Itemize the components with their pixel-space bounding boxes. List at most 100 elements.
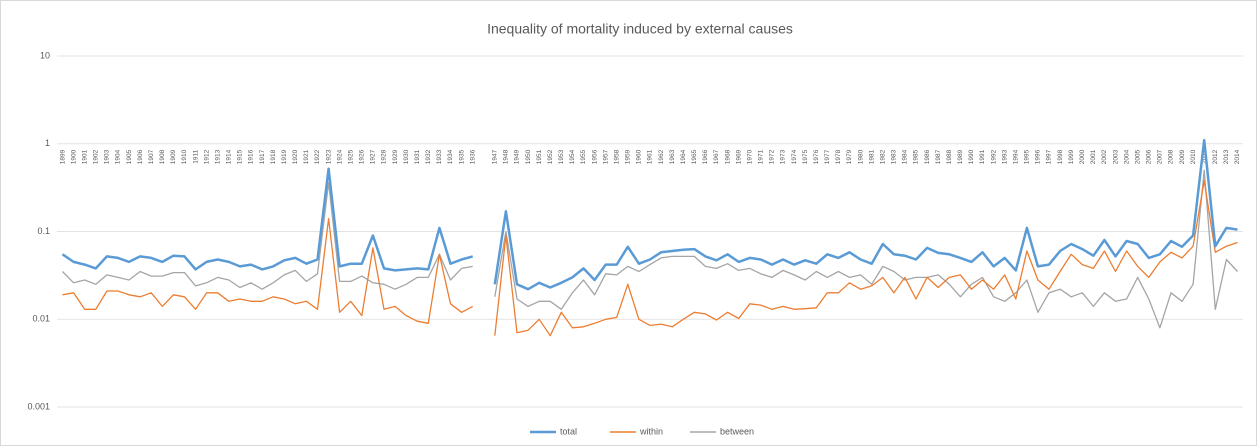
x-tick-label: 1932 bbox=[425, 149, 432, 164]
x-tick-label: 1966 bbox=[702, 149, 709, 164]
x-tick-label: 2003 bbox=[1112, 149, 1119, 164]
x-tick-label: 2004 bbox=[1123, 149, 1130, 164]
x-tick-label: 1909 bbox=[170, 149, 177, 164]
y-tick-label: 0.01 bbox=[32, 314, 50, 324]
x-tick-label: 1991 bbox=[979, 149, 986, 164]
x-tick-label: 1977 bbox=[824, 149, 831, 164]
x-tick-label: 2011 bbox=[1201, 149, 1208, 163]
x-tick-label: 1936 bbox=[469, 149, 476, 164]
x-tick-label: 1926 bbox=[359, 149, 366, 164]
x-tick-label: 1908 bbox=[159, 149, 166, 164]
x-tick-label: 1907 bbox=[148, 149, 155, 164]
x-tick-label: 1962 bbox=[658, 149, 665, 164]
x-tick-label: 1983 bbox=[891, 149, 898, 164]
legend-label: within bbox=[639, 426, 663, 436]
x-tick-label: 1910 bbox=[181, 149, 188, 164]
x-tick-label: 1960 bbox=[636, 149, 643, 164]
x-tick-label: 1949 bbox=[514, 149, 521, 164]
x-tick-label: 1995 bbox=[1024, 149, 1031, 164]
x-tick-label: 1988 bbox=[946, 149, 953, 164]
x-tick-label: 1994 bbox=[1012, 149, 1019, 164]
x-tick-label: 1992 bbox=[990, 149, 997, 164]
x-tick-label: 1900 bbox=[70, 149, 77, 164]
x-tick-label: 1968 bbox=[724, 149, 731, 164]
x-tick-label: 1986 bbox=[924, 149, 931, 164]
x-tick-label: 1899 bbox=[59, 149, 66, 164]
x-tick-label: 1915 bbox=[237, 149, 244, 164]
x-tick-label: 1961 bbox=[647, 149, 654, 164]
y-tick-label: 10 bbox=[40, 50, 50, 60]
x-tick-label: 1911 bbox=[192, 149, 199, 163]
x-tick-label: 1903 bbox=[104, 149, 111, 164]
x-tick-label: 1919 bbox=[281, 149, 288, 164]
x-tick-label: 1933 bbox=[436, 149, 443, 164]
x-tick-label: 1922 bbox=[314, 149, 321, 164]
x-tick-label: 1935 bbox=[458, 149, 465, 164]
x-tick-label: 1971 bbox=[758, 149, 765, 164]
x-tick-label: 1972 bbox=[769, 149, 776, 164]
x-tick-label: 1976 bbox=[813, 149, 820, 164]
x-tick-label: 2013 bbox=[1223, 149, 1230, 164]
x-tick-label: 2012 bbox=[1212, 149, 1219, 164]
legend-label: between bbox=[720, 426, 754, 436]
legend-label: total bbox=[560, 426, 577, 436]
x-tick-label: 1965 bbox=[691, 149, 698, 164]
x-tick-label: 1973 bbox=[780, 149, 787, 164]
x-tick-label: 1964 bbox=[680, 149, 687, 164]
x-tick-label: 1921 bbox=[303, 149, 310, 164]
x-tick-label: 1927 bbox=[370, 149, 377, 164]
x-tick-label: 1984 bbox=[902, 149, 909, 164]
x-tick-label: 1957 bbox=[602, 149, 609, 164]
x-tick-label: 2005 bbox=[1134, 149, 1141, 164]
y-tick-label: 0.1 bbox=[37, 226, 50, 236]
x-tick-label: 2006 bbox=[1146, 149, 1153, 164]
x-tick-label: 2014 bbox=[1234, 149, 1241, 164]
x-tick-label: 1948 bbox=[503, 149, 510, 164]
x-tick-label: 1970 bbox=[746, 149, 753, 164]
x-tick-label: 1906 bbox=[137, 149, 144, 164]
x-tick-label: 2010 bbox=[1190, 149, 1197, 164]
x-tick-label: 1920 bbox=[292, 149, 299, 164]
x-tick-label: 1958 bbox=[613, 149, 620, 164]
x-tick-label: 1996 bbox=[1035, 149, 1042, 164]
x-tick-label: 1974 bbox=[791, 149, 798, 164]
chart-title: Inequality of mortality induced by exter… bbox=[487, 21, 793, 37]
x-tick-label: 1901 bbox=[81, 149, 88, 164]
x-tick-label: 1952 bbox=[547, 149, 554, 164]
x-tick-label: 1959 bbox=[625, 149, 632, 164]
x-tick-label: 2007 bbox=[1157, 149, 1164, 164]
x-tick-label: 1916 bbox=[248, 149, 255, 164]
x-tick-label: 1975 bbox=[802, 149, 809, 164]
x-tick-label: 1947 bbox=[492, 149, 499, 164]
x-tick-label: 1925 bbox=[347, 149, 354, 164]
x-tick-label: 1979 bbox=[846, 149, 853, 164]
x-tick-label: 2001 bbox=[1090, 149, 1097, 164]
x-tick-label: 1969 bbox=[735, 149, 742, 164]
x-tick-label: 1999 bbox=[1068, 149, 1075, 164]
x-tick-label: 1987 bbox=[935, 149, 942, 164]
x-tick-label: 1989 bbox=[957, 149, 964, 164]
x-tick-label: 1951 bbox=[536, 149, 543, 164]
x-tick-label: 1913 bbox=[214, 149, 221, 164]
x-tick-label: 1981 bbox=[868, 149, 875, 164]
x-tick-label: 1928 bbox=[381, 149, 388, 164]
x-tick-label: 1990 bbox=[968, 149, 975, 164]
series-line bbox=[62, 169, 1238, 329]
x-tick-label: 1930 bbox=[403, 149, 410, 164]
series-line bbox=[61, 138, 1238, 291]
x-tick-label: 2002 bbox=[1101, 149, 1108, 164]
x-tick-label: 1998 bbox=[1057, 149, 1064, 164]
x-tick-label: 1997 bbox=[1046, 149, 1053, 164]
x-tick-label: 1978 bbox=[835, 149, 842, 164]
x-tick-label: 1985 bbox=[913, 149, 920, 164]
x-tick-label: 1914 bbox=[226, 149, 233, 164]
x-tick-label: 1993 bbox=[1001, 149, 1008, 164]
x-tick-label: 2000 bbox=[1079, 149, 1086, 164]
y-tick-label: 1 bbox=[45, 138, 50, 148]
x-tick-label: 1953 bbox=[558, 149, 565, 164]
x-tick-label: 1950 bbox=[525, 149, 532, 164]
x-tick-label: 1924 bbox=[336, 149, 343, 164]
x-tick-label: 1902 bbox=[93, 149, 100, 164]
